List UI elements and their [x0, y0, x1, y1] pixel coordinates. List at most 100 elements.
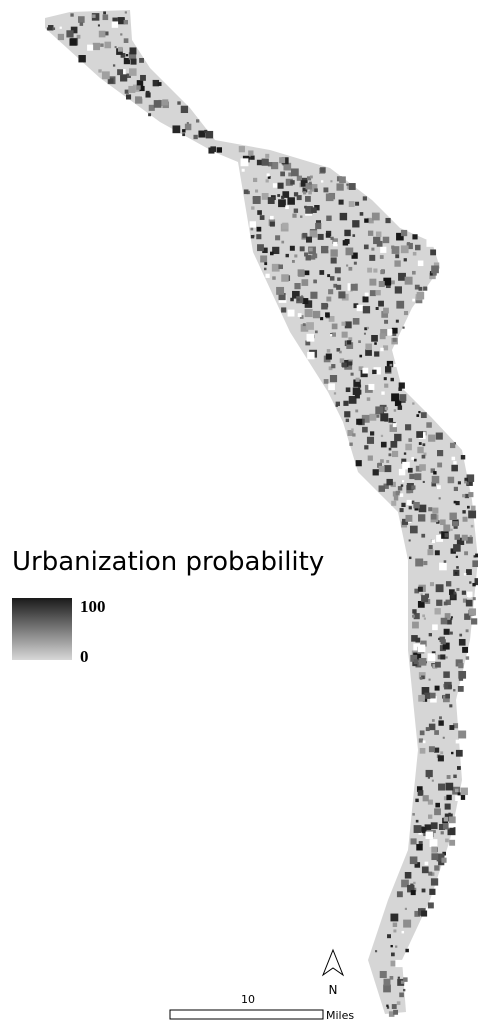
raster-cell: [286, 254, 289, 257]
raster-cell: [379, 466, 385, 472]
raster-cell: [288, 310, 295, 317]
raster-cell: [419, 464, 426, 471]
raster-cell: [294, 254, 297, 257]
raster-cell: [365, 293, 369, 297]
raster-cell: [294, 283, 300, 289]
raster-cell: [310, 230, 317, 237]
raster-cell: [140, 75, 146, 81]
raster-cell: [391, 501, 396, 506]
raster-cell: [459, 634, 462, 637]
raster-cell: [469, 581, 471, 583]
raster-cell: [421, 595, 428, 602]
raster-cell: [112, 21, 118, 27]
raster-cell: [313, 280, 317, 284]
raster-cell: [343, 401, 348, 406]
raster-cell: [339, 351, 342, 354]
raster-cell: [118, 47, 123, 52]
raster-cell: [472, 583, 475, 586]
raster-cell: [401, 230, 407, 236]
raster-cell: [368, 455, 373, 460]
raster-cell: [370, 431, 374, 435]
raster-cell: [66, 30, 73, 37]
raster-cell: [326, 216, 331, 221]
raster-cell: [423, 740, 426, 743]
raster-cell: [431, 853, 438, 860]
raster-cell: [445, 839, 449, 843]
raster-cell: [351, 284, 358, 291]
raster-cell: [438, 784, 445, 791]
raster-cell: [315, 331, 318, 334]
raster-cell: [439, 497, 441, 499]
raster-cell: [352, 234, 355, 237]
raster-cell: [330, 276, 334, 280]
raster-cell: [449, 513, 456, 520]
raster-cell: [443, 737, 445, 739]
raster-cell: [389, 448, 392, 451]
raster-cell: [408, 468, 413, 473]
raster-cell: [364, 218, 368, 222]
raster-cell: [388, 453, 391, 456]
scale-bar: [170, 1010, 323, 1019]
raster-cell: [70, 13, 73, 16]
raster-cell: [278, 264, 283, 269]
raster-cell: [386, 479, 392, 485]
raster-cell: [383, 308, 389, 314]
raster-cell: [332, 324, 338, 330]
raster-cell: [380, 247, 386, 253]
raster-cell: [380, 348, 383, 351]
raster-cell: [385, 407, 388, 410]
raster-cell: [390, 914, 398, 922]
raster-cell: [281, 196, 284, 199]
raster-cell: [314, 188, 318, 192]
raster-cell: [435, 550, 440, 555]
raster-cell: [415, 473, 422, 480]
raster-cell: [466, 569, 472, 575]
raster-cell: [456, 566, 459, 569]
raster-cell: [384, 320, 388, 324]
north-label: N: [329, 983, 338, 997]
raster-cell: [443, 671, 450, 678]
raster-cell: [369, 414, 376, 421]
raster-cell: [87, 45, 93, 51]
raster-cell: [356, 419, 362, 425]
raster-cell: [256, 234, 261, 239]
raster-cell: [98, 69, 101, 72]
raster-cell: [185, 124, 191, 130]
raster-cell: [375, 950, 377, 952]
raster-cell: [182, 129, 185, 132]
raster-cell: [282, 223, 288, 229]
raster-cell: [467, 506, 470, 509]
raster-cell: [262, 193, 269, 200]
raster-cell: [436, 584, 444, 592]
raster-cell: [355, 410, 358, 413]
raster-cell: [430, 839, 438, 847]
legend-min: 0: [80, 647, 89, 666]
raster-cell: [429, 679, 431, 681]
raster-cell: [456, 750, 463, 757]
raster-cell: [457, 766, 461, 770]
raster-cell: [281, 307, 286, 312]
raster-cell: [431, 847, 437, 853]
raster-cell: [460, 788, 467, 795]
raster-cell: [430, 249, 436, 255]
raster-cell: [328, 289, 333, 294]
raster-cell: [421, 911, 427, 917]
raster-cell: [391, 945, 393, 947]
raster-cell: [424, 618, 426, 620]
raster-cell: [364, 445, 368, 449]
raster-cell: [307, 352, 314, 359]
raster-cell: [415, 559, 423, 567]
raster-cell: [305, 196, 311, 202]
raster-cell: [472, 560, 478, 567]
raster-cell: [440, 654, 445, 659]
raster-cell: [300, 215, 302, 217]
raster-cell: [260, 215, 265, 220]
raster-cell: [470, 535, 472, 537]
raster-cell: [458, 663, 463, 668]
raster-cell: [373, 268, 377, 272]
raster-cell: [448, 813, 450, 815]
raster-cell: [464, 573, 467, 576]
raster-cell: [405, 949, 408, 952]
raster-cell: [372, 213, 380, 221]
raster-cell: [327, 274, 330, 277]
